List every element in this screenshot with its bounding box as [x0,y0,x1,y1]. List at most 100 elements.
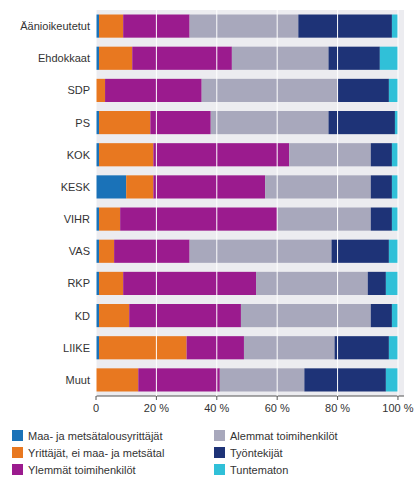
tick-mark [277,396,278,400]
legend-item: Maa- ja metsätalousyrittäjät [12,430,163,442]
axis-line [96,396,404,397]
tick-mark [397,396,398,400]
bar-segment [99,15,123,38]
bar-segment [335,336,389,359]
tick-label: 60 % [265,402,290,414]
legend-swatch [12,430,23,441]
bar-segment [129,304,241,327]
bar-segment [371,143,392,166]
bar-segment [289,143,371,166]
bar-segment [99,47,132,70]
grid-line [397,10,398,396]
tick-mark [216,396,217,400]
category-label: PS [75,117,90,129]
bar-segment [392,208,398,231]
grid-line [96,10,97,396]
bar-segment [96,79,105,102]
bar-segment [99,208,120,231]
legend-swatch [12,464,23,475]
tick-mark [156,396,157,400]
tick-mark [337,396,338,400]
bar-segment [138,368,220,391]
legend-label: Tuntematon [230,464,288,476]
bar-segment [153,143,289,166]
bar-segment [190,240,332,263]
chart: 020 %40 %60 %80 %100 %ÄänioikeutetutEhdo… [0,0,416,491]
bar-segment [389,79,398,102]
legend-item: Yrittäjät, ei maa- ja metsätal [12,447,164,459]
bar-segment [99,240,114,263]
x-axis: 020 %40 %60 %80 %100 % [93,396,414,414]
bar-segment [241,304,371,327]
bar-segment [265,175,371,198]
bar-segment [96,368,138,391]
bar-segment [96,175,126,198]
bar-segment [187,336,244,359]
category-label: KESK [61,181,91,193]
bar-segment [99,111,150,134]
legend-swatch [214,447,225,458]
bar-segment [211,111,329,134]
category-label: Äänioikeutetut [20,20,90,32]
bar-segment [126,175,153,198]
legend-item: Alemmat toimihenkilöt [214,430,338,442]
bar-segment [153,175,265,198]
bar-segment [123,272,256,295]
legend-item: Tuntematon [214,464,288,476]
category-label: SDP [67,84,90,96]
bar-segment [220,368,305,391]
tick-label: 20 % [144,402,169,414]
bar-segment [99,143,153,166]
bar-segment [392,304,398,327]
category-label: VAS [69,245,90,257]
bar-segment [371,208,392,231]
legend: Maa- ja metsätalousyrittäjät Yrittäjät, e… [12,430,338,476]
category-label: VIHR [64,213,90,225]
legend-swatch [214,464,225,475]
bar-segment [256,272,368,295]
bar-segment [386,368,398,391]
bars [96,15,398,392]
legend-label: Työntekijät [230,447,283,459]
bar-segment [392,143,398,166]
bar-segment [120,208,277,231]
bar-segment [329,47,380,70]
grid-line [277,10,278,396]
bar-segment [371,304,392,327]
bar-segment [389,240,398,263]
bar-segment [386,272,398,295]
category-label: Ehdokkaat [38,52,90,64]
tick-label: 0 [93,402,99,414]
series [105,15,289,392]
category-label: RKP [67,277,90,289]
bar-segment [99,336,187,359]
series [380,15,398,392]
grid-line [216,10,217,396]
bar-segment [338,79,389,102]
legend-label: Maa- ja metsätalousyrittäjät [28,430,163,442]
legend-swatch [214,430,225,441]
category-label: Muut [66,374,90,386]
series [298,15,395,392]
legend-item: Ylemmät toimihenkilöt [12,464,136,476]
legend-label: Alemmat toimihenkilöt [230,430,338,442]
legend-item: Työntekijät [214,447,283,459]
legend-swatch [12,447,23,458]
bar-segment [380,47,398,70]
legend-label: Ylemmät toimihenkilöt [28,464,136,476]
bar-segment [329,111,395,134]
bar-segment [114,240,189,263]
tick-mark [96,396,97,400]
bar-segment [150,111,210,134]
grid-line [156,10,157,396]
plot-background [96,10,404,396]
tick-label: 80 % [325,402,350,414]
y-axis: ÄänioikeutetutEhdokkaatSDPPSKOKKESKVIHRV… [20,20,90,386]
bar-segment [392,175,398,198]
bar-segment [105,79,202,102]
grid-line [337,10,338,396]
bar-segment [304,368,386,391]
bar-segment [389,336,398,359]
tick-label: 40 % [204,402,229,414]
bar-segment [99,272,123,295]
